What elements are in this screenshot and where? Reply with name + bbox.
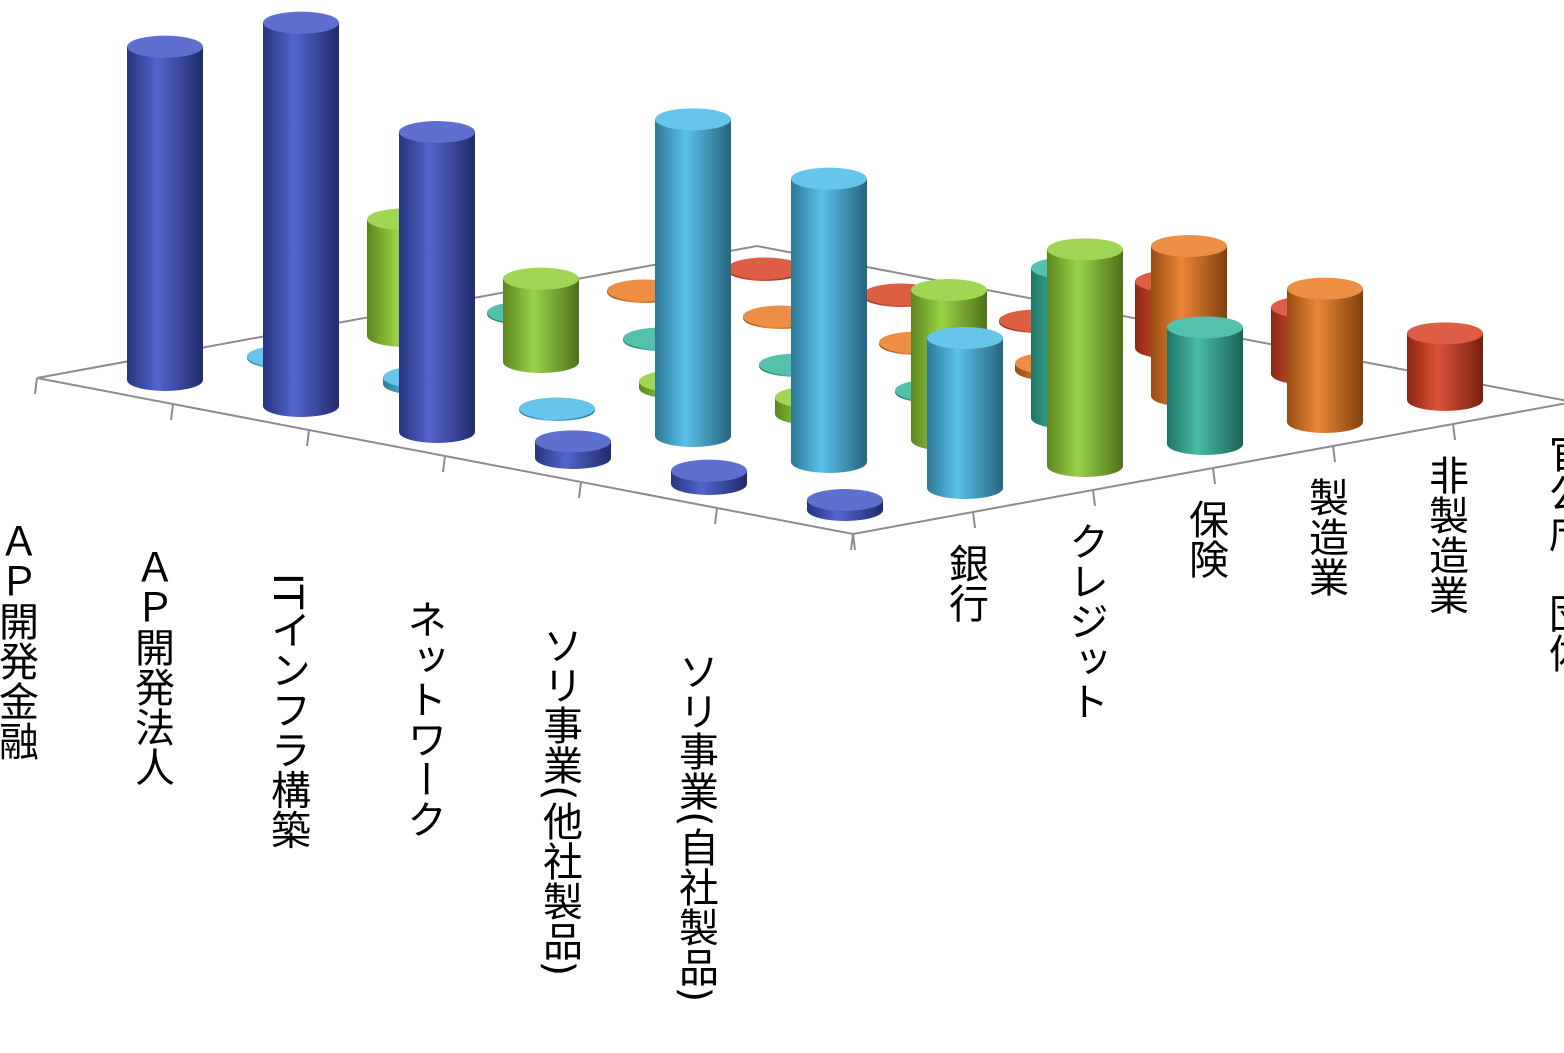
bar-body bbox=[791, 178, 867, 473]
bar bbox=[535, 430, 611, 469]
series-tick bbox=[1332, 445, 1336, 463]
series-label: 銀行 bbox=[942, 543, 989, 623]
bar-top bbox=[263, 11, 339, 34]
chart-bars bbox=[127, 11, 1483, 521]
bar-top bbox=[655, 108, 731, 131]
bar-top bbox=[727, 257, 803, 280]
bar-body bbox=[263, 22, 339, 418]
series-label: 非製造業 bbox=[1422, 455, 1468, 615]
series-label: 製造業 bbox=[1302, 477, 1348, 597]
bar-body bbox=[1407, 333, 1483, 411]
category-label: ＡＰ開発金融 bbox=[0, 521, 38, 761]
bar-top bbox=[399, 121, 475, 143]
series-tick bbox=[852, 533, 856, 551]
bar-top bbox=[1287, 277, 1363, 300]
category-label: ソリ事業(自社製品) bbox=[672, 651, 718, 1002]
series-tick bbox=[1212, 467, 1216, 485]
bar bbox=[127, 35, 203, 392]
bar-top bbox=[911, 279, 987, 301]
series-axis-labels: 銀行 クレジット 保険 製造業 非製造業 官公庁、団体 bbox=[942, 433, 1564, 721]
bar-top bbox=[671, 459, 747, 482]
category-tick bbox=[170, 403, 174, 421]
bar bbox=[1047, 238, 1123, 477]
bar-body bbox=[927, 338, 1003, 499]
category-label: ＡＰ開発法人 bbox=[128, 547, 174, 787]
bar bbox=[927, 327, 1003, 499]
category-tick bbox=[578, 481, 582, 499]
category-tick bbox=[34, 377, 38, 395]
bar-top bbox=[807, 489, 883, 511]
bar bbox=[1287, 277, 1363, 433]
bar-top bbox=[1151, 235, 1227, 257]
bar bbox=[399, 121, 475, 443]
bar bbox=[791, 167, 867, 473]
bar bbox=[727, 257, 803, 281]
category-tick bbox=[306, 429, 310, 447]
bar bbox=[807, 489, 883, 521]
bar-body bbox=[399, 132, 475, 443]
bar-body bbox=[1047, 249, 1123, 477]
bar-top bbox=[927, 327, 1003, 349]
bar bbox=[671, 459, 747, 495]
bar-top bbox=[127, 35, 203, 58]
bar bbox=[263, 11, 339, 418]
bar-body bbox=[127, 46, 203, 392]
series-label: クレジット bbox=[1062, 521, 1108, 721]
bar-body bbox=[1287, 288, 1363, 433]
bar-top bbox=[503, 267, 579, 290]
bar-top bbox=[519, 397, 595, 420]
bar-body bbox=[1167, 327, 1243, 455]
category-label: ソリ事業(他社製品) bbox=[536, 625, 583, 976]
series-tick bbox=[1452, 423, 1456, 441]
category-axis-labels: ＡＰ開発金融 ＡＰ開発法人 ITインフラ構築 ネットワーク ソリ事業(他社製品) ソリ事業… bbox=[0, 521, 718, 1002]
category-tick bbox=[442, 455, 446, 473]
bar bbox=[503, 267, 579, 373]
bar-top bbox=[1047, 238, 1123, 261]
bar-top bbox=[1407, 322, 1483, 345]
bar bbox=[1167, 316, 1243, 455]
bar-body bbox=[503, 278, 579, 373]
category-label: ITインフラ構築 bbox=[264, 573, 310, 849]
series-tick bbox=[972, 511, 976, 529]
bar bbox=[1407, 322, 1483, 411]
category-tick bbox=[714, 507, 718, 525]
bar-top bbox=[1167, 316, 1243, 339]
series-label: 保険 bbox=[1182, 499, 1229, 579]
series-tick bbox=[1092, 489, 1096, 507]
category-label: ネットワーク bbox=[400, 599, 446, 839]
bar-body bbox=[655, 119, 731, 447]
series-label: 官公庁、団体 bbox=[1542, 433, 1564, 673]
bar-top bbox=[535, 430, 611, 453]
bar bbox=[655, 108, 731, 447]
bar bbox=[519, 397, 595, 421]
bar-top bbox=[791, 167, 867, 190]
